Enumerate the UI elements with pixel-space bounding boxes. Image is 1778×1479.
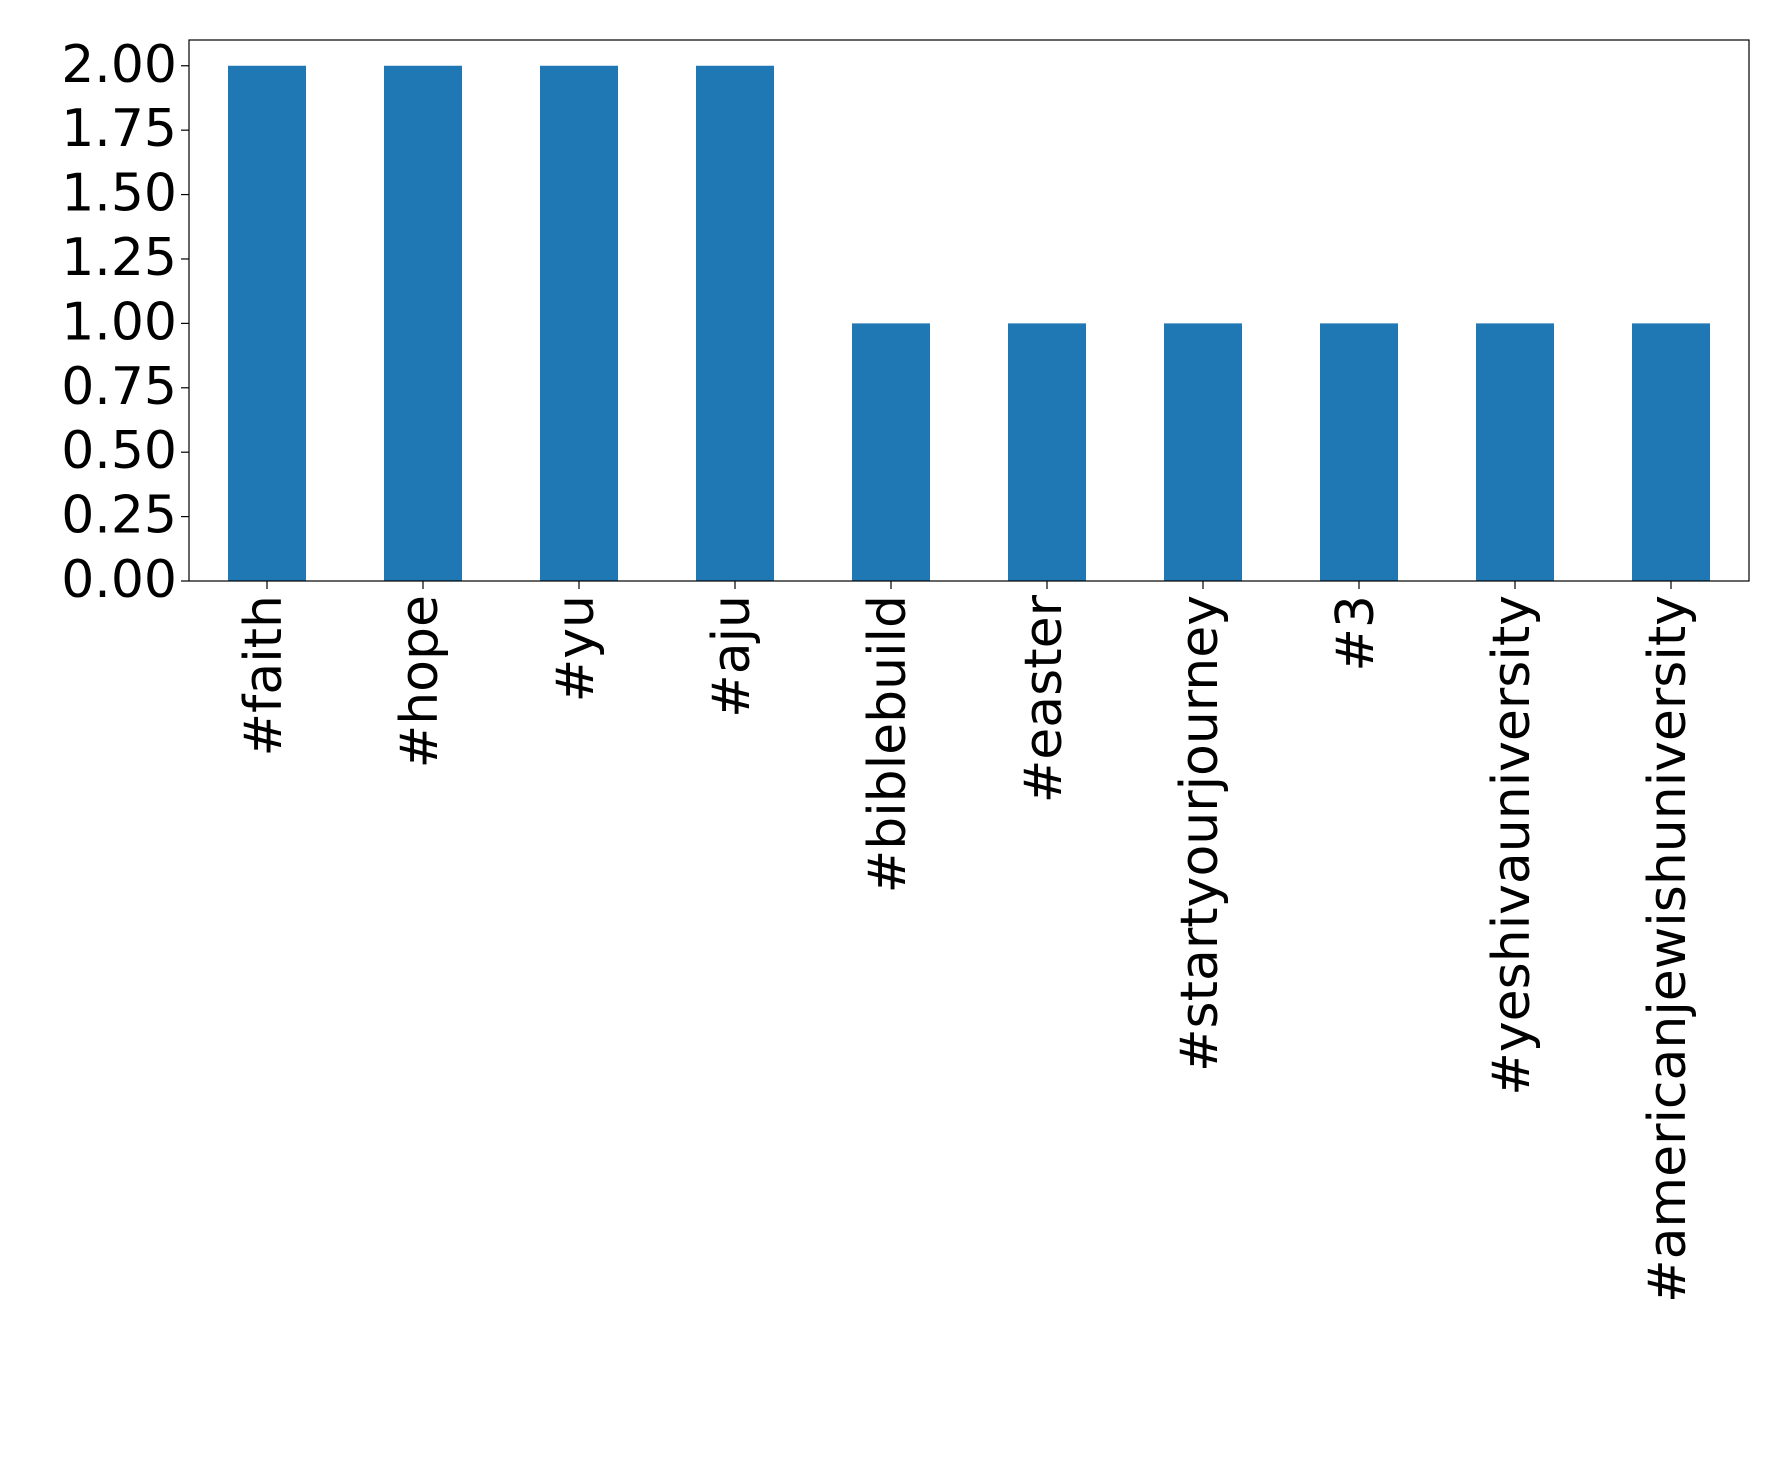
y-tick-label: 0.75: [61, 357, 177, 417]
y-tick-label: 0.50: [61, 421, 177, 481]
y-tick-label: 1.25: [61, 228, 177, 288]
x-tick-label: #startyourjourney: [1170, 595, 1230, 1072]
bar: [1164, 323, 1242, 581]
plot-frame: [188, 39, 1750, 582]
y-tick-label: 0.00: [61, 550, 177, 610]
y-tick-label: 2.00: [61, 35, 177, 95]
y-tick-label: 1.50: [61, 164, 177, 224]
bar: [1476, 323, 1554, 581]
bar: [696, 65, 774, 581]
bar: [384, 65, 462, 581]
bar: [1320, 323, 1398, 581]
x-tick-label: #hope: [390, 595, 450, 768]
bar: [1632, 323, 1710, 581]
bar: [852, 323, 930, 581]
x-tick-label: #yeshivauniversity: [1482, 595, 1542, 1096]
x-tick-label: #3: [1326, 595, 1386, 672]
y-tick-label: 1.75: [61, 99, 177, 159]
y-tick-label: 1.00: [61, 292, 177, 352]
bar: [228, 65, 306, 581]
x-tick-label: #easter: [1014, 594, 1074, 803]
bar: [540, 65, 618, 581]
x-tick-label: #aju: [702, 595, 762, 718]
x-tick-label: #biblebuild: [858, 595, 918, 893]
y-tick-label: 0.25: [61, 486, 177, 546]
x-tick-label: #yu: [546, 595, 606, 702]
x-tick-label: #faith: [234, 595, 294, 757]
x-tick-label: #americanjewishuniversity: [1638, 595, 1698, 1303]
bar: [1008, 323, 1086, 581]
